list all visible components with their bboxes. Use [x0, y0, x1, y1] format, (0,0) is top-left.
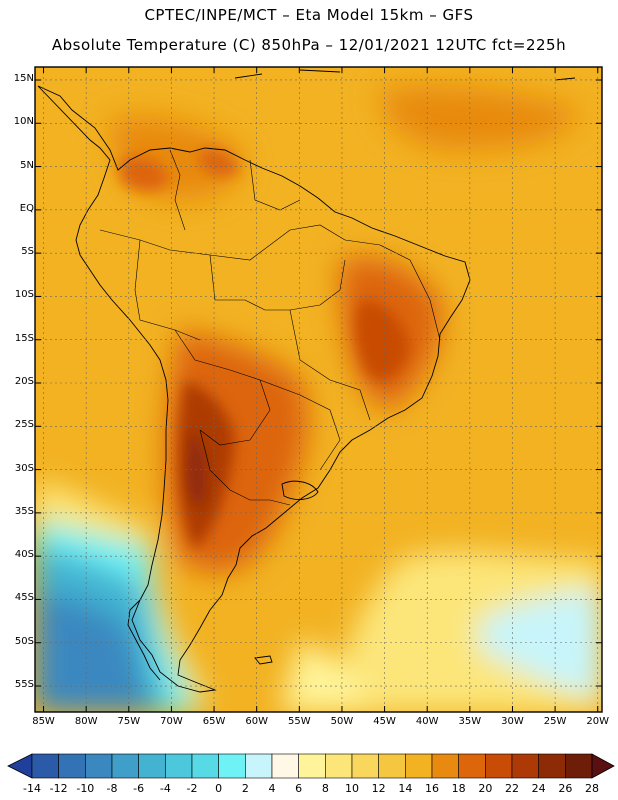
colorbar-label: 0	[215, 782, 223, 795]
colorbar-label: 2	[241, 782, 249, 795]
colorbar-label: 26	[558, 782, 573, 795]
colorbar-label: 22	[505, 782, 519, 795]
lon-label: 45W	[373, 716, 396, 727]
colorbar-label: -2	[186, 782, 198, 795]
colorbar-label: 10	[345, 782, 359, 795]
colorbar-arrow-high	[591, 753, 615, 779]
colorbar-swatch	[298, 753, 326, 779]
colorbar-swatch	[458, 753, 486, 779]
chart-subtitle: Absolute Temperature (C) 850hPa – 12/01/…	[51, 36, 567, 54]
colorbar-label: -4	[159, 782, 171, 795]
lat-label: 35S	[14, 505, 34, 517]
colorbar-label: 14	[398, 782, 413, 795]
lon-label: 20W	[586, 716, 610, 727]
temperature-field	[35, 67, 602, 712]
lon-label: 75W	[117, 716, 141, 727]
colorbar-swatch	[191, 753, 219, 779]
colorbar-label: 28	[585, 782, 599, 795]
lon-label: 55W	[288, 716, 311, 727]
lon-label: 65W	[202, 716, 226, 727]
colorbar-swatch	[325, 753, 353, 779]
lon-label: 30W	[501, 716, 524, 727]
lon-label: 80W	[74, 716, 98, 727]
colorbar-label: -10	[76, 782, 95, 795]
colorbar-label: 12	[371, 782, 386, 795]
coastlines	[37, 69, 576, 693]
colorbar-swatch	[538, 753, 566, 779]
colorbar-swatch	[485, 753, 513, 779]
lon-label: 70W	[160, 716, 183, 727]
lat-label: 15N	[13, 72, 34, 84]
colorbar-label: 20	[478, 782, 493, 795]
colorbar-swatch	[165, 753, 193, 779]
lat-label: EQ	[19, 202, 34, 214]
colorbar-swatch	[405, 753, 433, 779]
colorbar-label: 16	[425, 782, 439, 795]
lat-label: 55S	[14, 679, 34, 691]
colorbar-label: -14	[23, 782, 41, 795]
colorbar-arrow-low	[7, 753, 33, 779]
colorbar-swatch	[58, 753, 86, 779]
colorbar-label: 24	[531, 782, 546, 795]
lat-label: 30S	[14, 462, 34, 474]
colorbar	[7, 753, 615, 779]
axis-ticks	[35, 67, 602, 712]
lat-label: 10N	[13, 116, 34, 128]
lat-label: 5N	[20, 159, 34, 171]
colorbar-swatch	[245, 753, 273, 779]
colorbar-label: 18	[451, 782, 466, 795]
colorbar-swatch	[351, 753, 379, 779]
lon-label: 60W	[245, 716, 268, 727]
colorbar-swatch	[31, 753, 59, 779]
colorbar-swatch	[85, 753, 113, 779]
lat-label: 45S	[14, 592, 34, 604]
chart-title: CPTEC/INPE/MCT – Eta Model 15km – GFS	[144, 6, 474, 24]
lon-label: 50W	[330, 716, 354, 727]
colorbar-label: 8	[321, 782, 329, 795]
colorbar-label: 4	[268, 782, 276, 795]
colorbar-swatch	[271, 753, 299, 779]
lon-label: 85W	[32, 716, 55, 727]
lat-label: 50S	[14, 635, 34, 647]
lon-label: 35W	[458, 716, 482, 727]
country-borders	[99, 149, 441, 506]
colorbar-label: -12	[49, 782, 68, 795]
colorbar-label: -6	[133, 782, 145, 795]
colorbar-label: -8	[106, 782, 118, 795]
colorbar-swatch	[378, 753, 406, 779]
colorbar-swatch	[111, 753, 139, 779]
lat-label: 5S	[21, 246, 34, 258]
map-frame	[34, 66, 603, 713]
colorbar-swatch	[431, 753, 459, 779]
colorbar-swatch	[218, 753, 246, 779]
lat-label: 25S	[14, 419, 34, 431]
lat-label: 15S	[14, 332, 34, 344]
lat-label: 40S	[14, 549, 34, 561]
lat-label: 10S	[14, 289, 34, 301]
lon-label: 40W	[415, 716, 439, 727]
colorbar-label: 6	[295, 782, 303, 795]
lon-label: 25W	[543, 716, 567, 727]
colorbar-swatch	[565, 753, 593, 779]
colorbar-swatch	[511, 753, 539, 779]
colorbar-swatch	[138, 753, 166, 779]
lat-label: 20S	[14, 376, 34, 387]
